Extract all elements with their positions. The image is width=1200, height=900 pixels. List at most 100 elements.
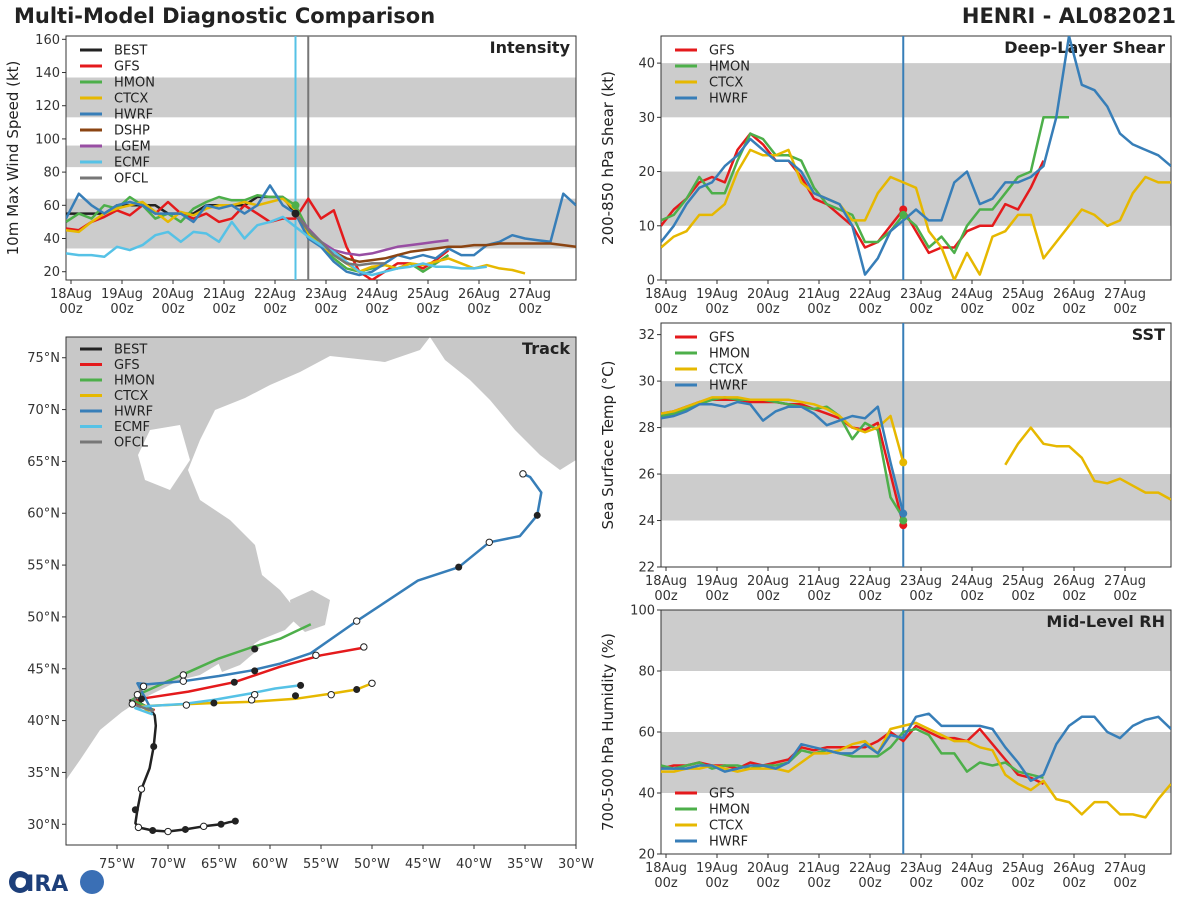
sst-title: SST xyxy=(1132,325,1165,344)
track-legend-label-hmon: HMON xyxy=(114,374,155,389)
land-greenland xyxy=(430,337,576,470)
track-point-open xyxy=(312,651,320,659)
sst-ylabel: Sea Surface Temp (°C) xyxy=(599,360,617,529)
track-ytick-label: 50°N xyxy=(27,610,60,625)
shear-xtick-label: 23Aug xyxy=(900,287,942,302)
intensity-line-ecmf xyxy=(66,215,487,277)
sst-marker-ctcx xyxy=(899,458,908,467)
track-ytick-label: 35°N xyxy=(27,766,60,781)
intensity-xtick-label: 18Aug xyxy=(50,287,92,302)
sst-xtick-label: 21Aug xyxy=(798,574,840,589)
shear-xtick-label: 00z xyxy=(909,302,933,317)
shear-xtick-label: 25Aug xyxy=(1002,287,1044,302)
sst-ytick-label: 30 xyxy=(638,375,655,390)
intensity-xtick-label: 00z xyxy=(161,302,185,317)
track-xtick-label: 70°W xyxy=(150,857,186,872)
shear-line-hwrf xyxy=(661,36,1171,276)
sst-xtick-label: 27Aug xyxy=(1104,574,1146,589)
intensity-legend-label-ofcl: OFCL xyxy=(114,172,149,187)
track-point-open xyxy=(164,827,172,836)
sst-xtick-label: 25Aug xyxy=(1002,574,1044,589)
intensity-ytick-label: 120 xyxy=(35,99,60,114)
intensity-marker-best xyxy=(291,209,300,218)
intensity-panel: 2040608010012014016018Aug00z19Aug00z20Au… xyxy=(4,33,577,317)
shear-ytick-label: 20 xyxy=(638,165,655,180)
intensity-ytick-label: 60 xyxy=(43,199,60,214)
track-point-filled xyxy=(455,563,463,571)
track-point-filled xyxy=(292,692,299,700)
track-point-filled xyxy=(251,645,259,653)
sst-xtick-label: 23Aug xyxy=(900,574,942,589)
sst-ytick-label: 32 xyxy=(638,328,655,343)
track-point-open xyxy=(200,822,208,831)
sst-xtick-label: 00z xyxy=(1062,589,1086,604)
track-point-open xyxy=(179,677,188,685)
rh-ytick-label: 80 xyxy=(638,665,655,680)
intensity-ytick-label: 140 xyxy=(35,66,60,81)
track-point-open xyxy=(327,690,335,699)
shear-xtick-label: 18Aug xyxy=(645,287,687,302)
intensity-line-dshp xyxy=(294,212,576,263)
intensity-ytick-label: 80 xyxy=(43,166,60,181)
rh-xtick-label: 27Aug xyxy=(1104,861,1146,876)
sst-marker-hmon xyxy=(899,516,908,525)
land-hudson-bay xyxy=(138,425,190,490)
sst-frame xyxy=(660,322,1172,568)
logo-text: CIRA xyxy=(10,872,68,897)
intensity-xtick-label: 24Aug xyxy=(356,287,398,302)
track-point-open xyxy=(137,785,146,793)
track-point-filled xyxy=(353,685,361,693)
track-xtick-label: 55°W xyxy=(303,857,339,872)
track-legend-label-hwrf: HWRF xyxy=(114,405,153,420)
rh-xtick-label: 00z xyxy=(1113,876,1137,891)
shear-xtick-label: 22Aug xyxy=(849,287,891,302)
intensity-title: Intensity xyxy=(490,38,571,57)
intensity-xtick-label: 22Aug xyxy=(254,287,296,302)
intensity-legend-label-lgem: LGEM xyxy=(114,140,151,155)
track-ytick-label: 45°N xyxy=(27,662,60,677)
shear-xtick-label: 00z xyxy=(705,302,729,317)
land-labrador xyxy=(200,440,240,505)
shear-xtick-label: 24Aug xyxy=(951,287,993,302)
rh-xtick-label: 00z xyxy=(1011,876,1035,891)
track-xtick-label: 45°W xyxy=(405,857,441,872)
track-point-open xyxy=(133,690,142,699)
intensity-legend-label-hmon: HMON xyxy=(114,76,155,91)
rh-xtick-label: 21Aug xyxy=(798,861,840,876)
track-series-group xyxy=(128,470,543,836)
sst-xtick-label: 20Aug xyxy=(747,574,789,589)
intensity-xtick-label: 27Aug xyxy=(509,287,551,302)
intensity-ytick-label: 100 xyxy=(35,132,60,147)
intensity-ylabel: 10m Max Wind Speed (kt) xyxy=(4,61,22,256)
shear-xtick-label: 20Aug xyxy=(747,287,789,302)
sst-legend-label-hwrf: HWRF xyxy=(709,379,748,394)
storm-label: HENRI - AL082021 xyxy=(961,4,1176,28)
shear-legend-label-ctcx: CTCX xyxy=(709,76,743,91)
track-line-ctcx xyxy=(141,682,373,715)
shear-ytick-label: 10 xyxy=(638,219,655,234)
track-line-best xyxy=(128,697,236,833)
intensity-line-ofcl xyxy=(294,212,385,267)
shear-xtick-label: 00z xyxy=(807,302,831,317)
shear-ylabel: 200-850 hPa Shear (kt) xyxy=(599,71,617,245)
track-point-open xyxy=(179,671,188,679)
shear-xtick-label: 26Aug xyxy=(1053,287,1095,302)
shear-xtick-label: 00z xyxy=(858,302,882,317)
track-point-open xyxy=(353,617,361,625)
sst-xtick-label: 24Aug xyxy=(951,574,993,589)
rh-xtick-label: 00z xyxy=(654,876,678,891)
rh-xtick-label: 00z xyxy=(858,876,882,891)
rh-ylabel: 700-500 hPa Humidity (%) xyxy=(599,633,617,831)
intensity-legend-label-best: BEST xyxy=(114,44,147,59)
track-ytick-label: 40°N xyxy=(27,714,60,729)
sst-xtick-label: 00z xyxy=(1011,589,1035,604)
intensity-band-1 xyxy=(66,145,576,168)
track-xtick-label: 50°W xyxy=(354,857,390,872)
shear-xtick-label: 00z xyxy=(756,302,780,317)
rh-xtick-label: 00z xyxy=(807,876,831,891)
shear-xtick-label: 00z xyxy=(654,302,678,317)
shear-ytick-label: 0 xyxy=(647,274,655,289)
track-point-open xyxy=(368,679,376,687)
shear-xtick-label: 00z xyxy=(960,302,984,317)
intensity-xtick-label: 20Aug xyxy=(152,287,194,302)
